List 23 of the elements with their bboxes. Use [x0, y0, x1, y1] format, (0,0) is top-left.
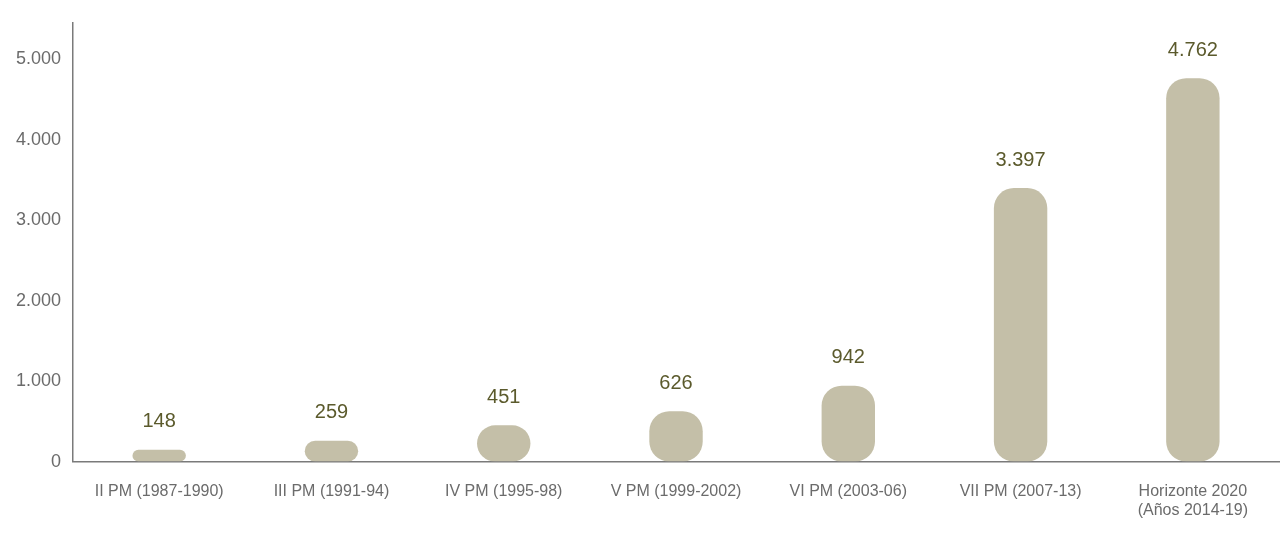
data-label: 4.762	[1167, 37, 1218, 60]
x-tick-label: II PM (1987-1990)	[94, 481, 224, 499]
y-tick-label: 2.000	[16, 289, 62, 310]
y-tick-label: 3.000	[16, 209, 62, 230]
x-tick-label: III PM (1991-94)	[273, 481, 390, 499]
data-label: 148	[142, 409, 176, 432]
y-tick-label: 1.000	[16, 370, 62, 391]
x-tick-label: VI PM (2003-06)	[789, 481, 907, 499]
x-tick-label: Horizonte 2020 (Años 2014-19)	[1137, 481, 1249, 518]
y-tick-label: 4.000	[16, 128, 62, 149]
y-tick-label: 5.000	[16, 48, 62, 68]
x-tick-label: VII PM (2007-13)	[959, 481, 1082, 499]
data-label: 259	[314, 400, 349, 423]
data-label: 451	[487, 384, 521, 407]
x-tick-label: IV PM (1995-98)	[445, 481, 563, 499]
bar	[132, 449, 186, 462]
bar	[1166, 78, 1220, 462]
data-label: 3.397	[995, 147, 1046, 170]
x-tick-label: V PM (1999-2002)	[610, 481, 742, 499]
data-label: 626	[659, 370, 693, 393]
y-tick-label: 0	[51, 450, 62, 471]
bar	[993, 188, 1048, 462]
data-label: 942	[831, 345, 865, 368]
